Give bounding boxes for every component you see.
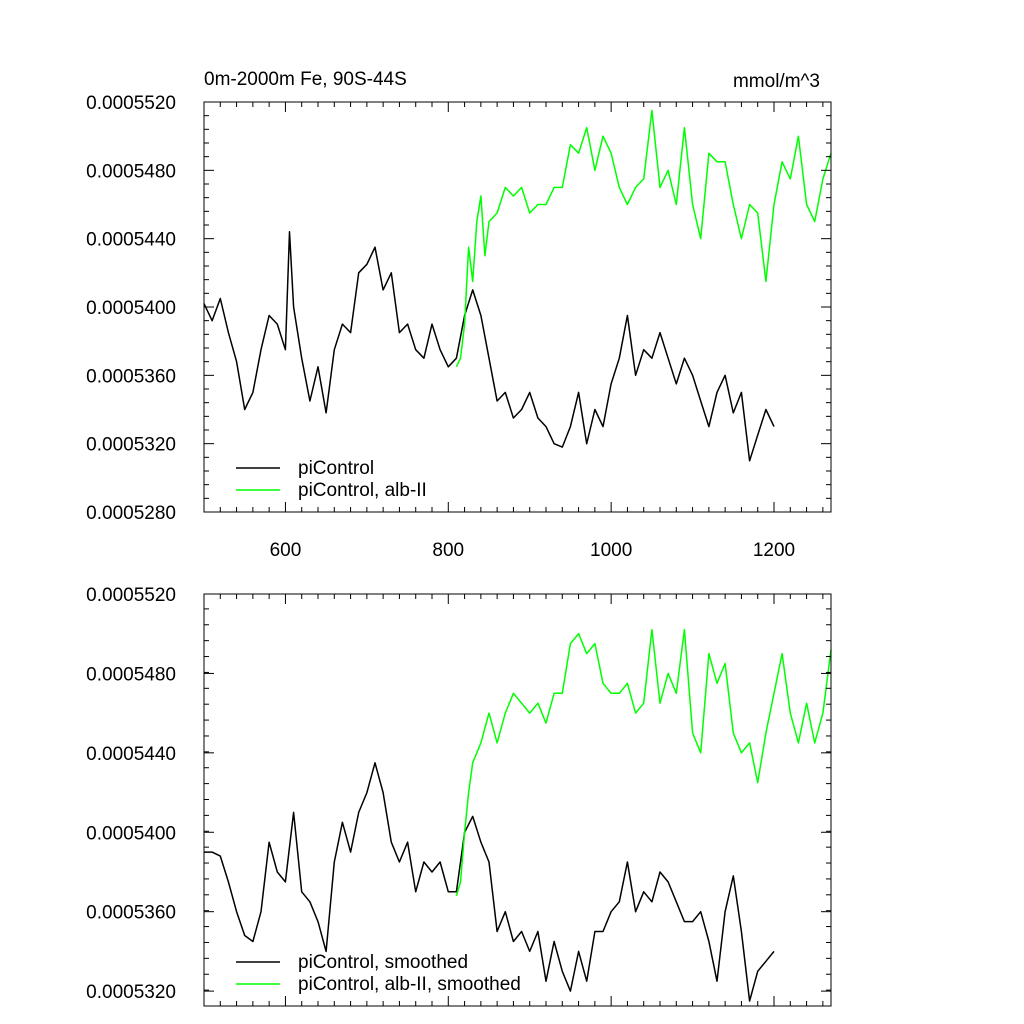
top-x-tick-label: 800 <box>432 540 464 561</box>
bottom-axis-labels: 0.0005320 0.0005360 0.0005400 0.0005440 0.00… <box>86 585 176 1003</box>
top-x-tick-label: 1000 <box>590 540 632 561</box>
bottom-y-tick-label: 0.0005520 <box>86 585 176 606</box>
top-legend: piControl piControl, alb-II <box>236 458 427 501</box>
top-y-tick-label: 0.0005400 <box>86 298 176 319</box>
top-y-tick-label: 0.0005480 <box>86 161 176 182</box>
top-series-line-0 <box>203 231 775 462</box>
top-y-tick-label: 0.0005280 <box>86 503 176 524</box>
top-x-tick-label: 600 <box>270 540 302 561</box>
top-x-tick-label: 1200 <box>753 540 795 561</box>
top-title-left: 0m-2000m Fe, 90S-44S <box>204 69 407 90</box>
top-panel: 0m-2000m Fe, 90S-44S mmol/m^3 600 800 1000… <box>86 69 832 561</box>
bottom-y-tick-label: 0.0005480 <box>86 664 176 685</box>
bottom-y-tick-label: 0.0005360 <box>86 903 176 924</box>
top-series-line-1 <box>455 109 832 368</box>
top-title-units: mmol/m^3 <box>733 71 820 92</box>
bottom-legend-label-smoothed: piControl, smoothed <box>298 952 468 973</box>
top-legend-label-alb-ii: piControl, alb-II <box>298 480 427 501</box>
bottom-y-tick-label: 0.0005320 <box>86 982 176 1003</box>
top-y-tick-label: 0.0005320 <box>86 435 176 456</box>
bottom-series-group <box>204 628 832 1002</box>
top-y-tick-label: 0.0005520 <box>86 93 176 114</box>
top-axis-ticks <box>203 101 831 513</box>
bottom-axis-ticks <box>203 593 831 1007</box>
bottom-y-tick-label: 0.0005400 <box>86 823 176 844</box>
top-series-group <box>203 109 832 462</box>
top-y-tick-label: 0.0005440 <box>86 230 176 251</box>
top-axis-labels: 600 800 1000 1200 0.0005280 0.0005320 0.000536… <box>86 93 795 561</box>
bottom-y-tick-label: 0.0005440 <box>86 744 176 765</box>
top-plot-frame <box>203 101 832 513</box>
top-legend-label-picontrol: piControl <box>298 458 374 479</box>
bottom-series-line-1 <box>455 628 832 897</box>
bottom-plot-frame <box>203 593 832 1007</box>
bottom-legend-label-alb-ii-smoothed: piControl, alb-II, smoothed <box>298 974 521 995</box>
bottom-legend: piControl, smoothed piControl, alb-II, s… <box>236 952 521 995</box>
top-y-tick-label: 0.0005360 <box>86 366 176 387</box>
bottom-series-line-0 <box>204 762 775 1002</box>
bottom-panel: 0.0005320 0.0005360 0.0005400 0.0005440 0.00… <box>86 585 832 1007</box>
